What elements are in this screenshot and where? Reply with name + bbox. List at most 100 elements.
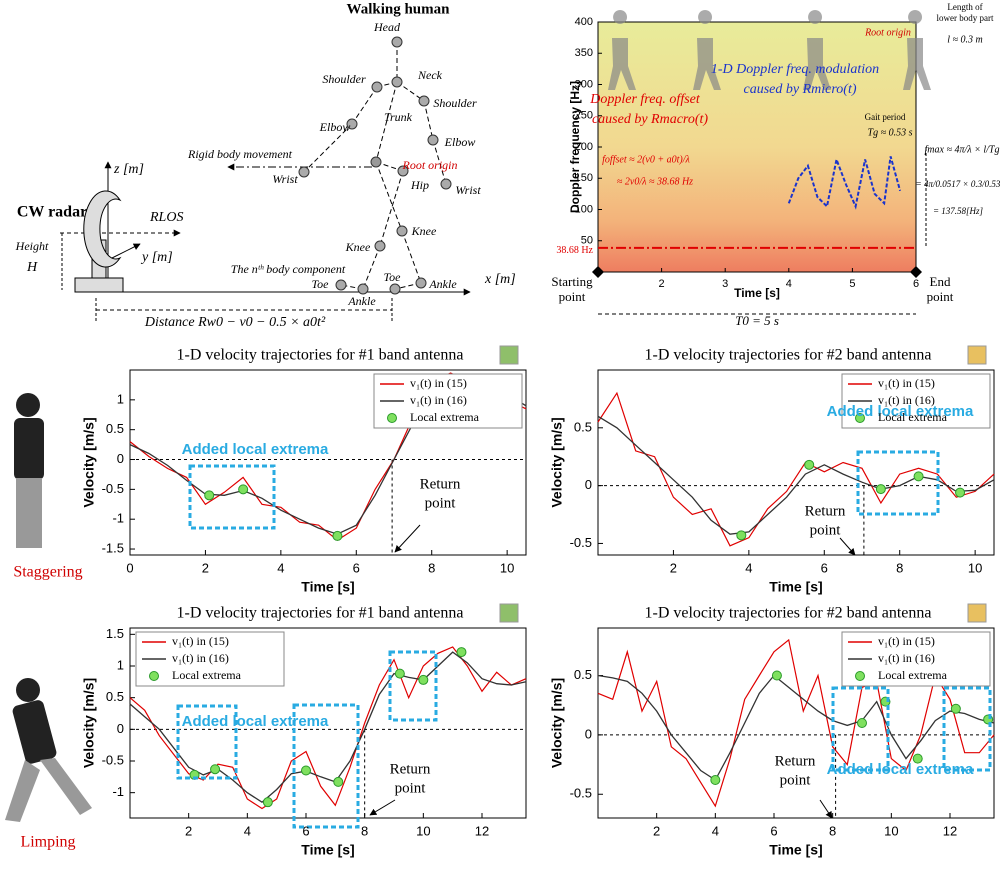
label: Staggering (13, 564, 82, 581)
end-marker (910, 266, 922, 278)
joint (374, 240, 386, 252)
label: 4 (244, 823, 251, 838)
highlight-box (188, 464, 276, 530)
label: Return (775, 753, 816, 769)
label: -1 (112, 511, 124, 526)
walker (903, 10, 931, 90)
label: Starting (551, 274, 593, 289)
label: Velocity [m/s] (81, 417, 97, 507)
label: 100 (575, 203, 593, 215)
joint (370, 156, 382, 168)
label: Return (390, 761, 431, 777)
skeleton (298, 36, 452, 295)
joint (391, 76, 403, 88)
plot (129, 627, 527, 829)
label: 0.5 (106, 421, 124, 436)
label: 0 (585, 726, 592, 741)
label: 350 (575, 47, 593, 59)
label: Return (805, 503, 846, 519)
label: 38.68 Hz (556, 245, 593, 256)
skeleton-link (351, 86, 378, 125)
label: 4 (712, 823, 719, 838)
label: 250 (575, 110, 593, 122)
label: Added local extrema (827, 761, 974, 778)
legend-marker (149, 671, 159, 681)
radar-diagram (60, 161, 471, 322)
spectrogram-image (597, 21, 917, 273)
label: 12 (475, 823, 489, 838)
joint (391, 36, 403, 48)
label: Distance Rw0 − v0 − 0.5 × a0t² (144, 315, 326, 330)
legend-marker (855, 671, 865, 681)
label: Added local extrema (827, 403, 974, 420)
label: Shoulder (433, 96, 477, 110)
label: Ankle (347, 294, 376, 308)
label: v₁(t) in (16) (878, 651, 935, 665)
label: Toe (384, 270, 402, 284)
highlight-box (388, 650, 438, 722)
label: foffset ≈ 2(v0 + a0t)/λ (602, 154, 690, 165)
legend-marker (855, 413, 865, 423)
antenna-icon (499, 603, 519, 623)
label: Shoulder (322, 72, 366, 86)
plot (597, 627, 995, 819)
label: Time [s] (769, 579, 822, 595)
label: Velocity [m/s] (549, 678, 565, 768)
label: 8 (428, 560, 435, 575)
label: Walking human (347, 1, 451, 17)
highlight-box (856, 450, 940, 516)
label: 2 (659, 278, 665, 290)
label: 400 (575, 16, 593, 28)
label: y [m] (140, 250, 173, 265)
label: 10 (500, 560, 514, 575)
label: caused by Rmicro(t) (744, 82, 857, 97)
label: = 4π/0.0517 × 0.3/0.53 (916, 179, 1000, 189)
joint (418, 95, 430, 107)
highlight-box (176, 704, 238, 780)
walker (608, 10, 636, 90)
label: Added local extrema (182, 441, 329, 458)
label: T0 = 5 s (735, 313, 779, 328)
label: Elbow (319, 120, 351, 134)
label: fmax ≈ 4π/λ × l/Tg (925, 144, 1000, 155)
joint (415, 277, 427, 289)
label: 0 (126, 560, 133, 575)
local-extremum (955, 487, 966, 498)
label: Doppler freq. offset (589, 92, 701, 107)
label: 200 (575, 141, 593, 153)
skeleton-link (379, 170, 404, 247)
label: Gait period (865, 112, 906, 122)
label: 0.5 (574, 419, 592, 434)
label: Doppler frequency [Hz] (568, 81, 582, 213)
return-arrow (369, 799, 396, 816)
label: lower body part (937, 13, 994, 23)
label: z [m] (113, 162, 144, 177)
joint (440, 178, 452, 190)
label: 10 (884, 823, 898, 838)
local-extremum (736, 530, 747, 541)
local-extremum (238, 484, 249, 495)
label: -1 (112, 784, 124, 799)
label: Time [s] (734, 286, 780, 300)
label: -0.5 (102, 752, 124, 767)
label: 4 (786, 278, 792, 290)
return-arrow (819, 799, 833, 819)
label: Velocity [m/s] (549, 417, 565, 507)
label: 4 (745, 560, 752, 575)
label: point (395, 780, 427, 796)
label: Ankle (428, 277, 457, 291)
label: 8 (829, 823, 836, 838)
label: 2 (202, 560, 209, 575)
joint (346, 118, 358, 130)
label: Head (373, 20, 401, 34)
label: point (559, 289, 586, 304)
label: 12 (943, 823, 957, 838)
label: End (930, 274, 951, 289)
label: Length of (947, 2, 982, 12)
label: Height (15, 239, 49, 253)
skeleton-link (423, 100, 434, 141)
joint (427, 134, 439, 146)
local-extremum (204, 490, 215, 501)
